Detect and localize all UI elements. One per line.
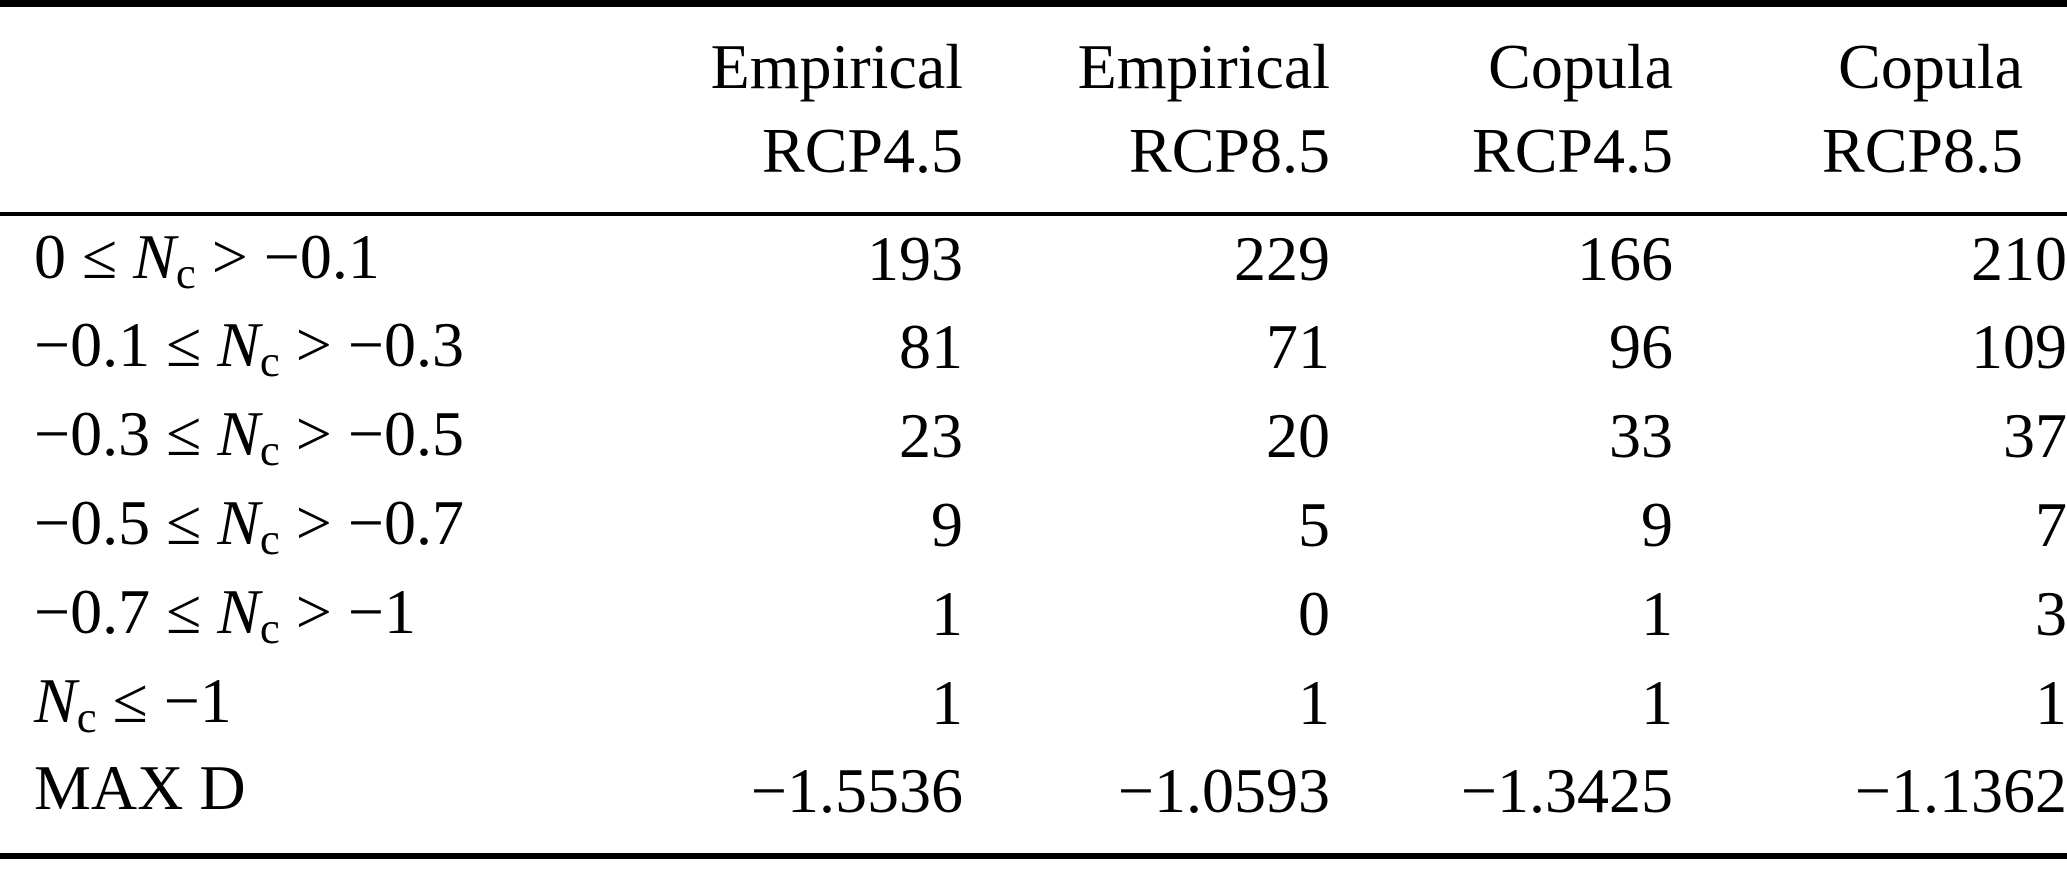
table-row: 0 ≤ Nc > −0.1 193 229 166 210 bbox=[0, 214, 2067, 303]
col-header-line1: Copula bbox=[1838, 31, 2023, 103]
cell-value: 9 bbox=[1641, 489, 1673, 560]
cell-value: 37 bbox=[2003, 400, 2067, 471]
row-label-sub: c bbox=[175, 247, 196, 298]
cell-value: 23 bbox=[899, 400, 963, 471]
table-header: Empirical RCP4.5 Empirical RCP8.5 Copula… bbox=[0, 3, 2067, 216]
col-header-line2: RCP8.5 bbox=[1822, 115, 2023, 187]
col-header-line2: RCP8.5 bbox=[1129, 115, 1330, 187]
table-row-max-d: MAX D −1.5536 −1.0593 −1.3425 −1.1362 bbox=[0, 748, 2067, 856]
row-label-sub: c bbox=[76, 691, 97, 742]
row-label-var: N bbox=[217, 308, 260, 380]
cell-value: 5 bbox=[1298, 489, 1330, 560]
cell-value: 1 bbox=[1641, 667, 1673, 738]
row-label-pre: −0.7 ≤ bbox=[34, 575, 218, 647]
cell-value: 20 bbox=[1266, 400, 1330, 471]
cell-value: 96 bbox=[1609, 311, 1673, 382]
row-label-post: > −0.5 bbox=[279, 397, 464, 469]
row-label: Nc ≤ −1 bbox=[0, 659, 620, 748]
row-label-post: > −0.3 bbox=[279, 308, 464, 380]
cell-value: −1.0593 bbox=[1117, 754, 1330, 826]
table-row: −0.7 ≤ Nc > −1 1 0 1 3 bbox=[0, 570, 2067, 659]
cell-value: −1.3425 bbox=[1460, 754, 1673, 826]
row-label-sub: c bbox=[259, 513, 280, 564]
row-label: 0 ≤ Nc > −0.1 bbox=[0, 214, 620, 303]
col-header-empirical-rcp85: Empirical RCP8.5 bbox=[963, 3, 1330, 216]
col-header-line1: Empirical bbox=[710, 31, 963, 103]
row-label-post: ≤ −1 bbox=[96, 664, 232, 736]
cell-value: 81 bbox=[899, 311, 963, 382]
row-label-sub: c bbox=[259, 424, 280, 475]
cell-value: 109 bbox=[1971, 311, 2067, 382]
row-label-pre: −0.3 ≤ bbox=[34, 397, 218, 469]
row-label-sub: c bbox=[259, 335, 280, 386]
row-label-sub: c bbox=[259, 602, 280, 653]
col-header-copula-rcp45: Copula RCP4.5 bbox=[1330, 3, 1673, 216]
row-label-post: > −1 bbox=[279, 575, 416, 647]
cell-value: 1 bbox=[931, 667, 963, 738]
col-header-line2: RCP4.5 bbox=[762, 115, 963, 187]
row-label-pre: MAX D bbox=[34, 752, 246, 824]
table-body: 0 ≤ Nc > −0.1 193 229 166 210 −0.1 ≤ Nc … bbox=[0, 214, 2067, 856]
cell-value: 210 bbox=[1971, 223, 2067, 294]
row-label: −0.3 ≤ Nc > −0.5 bbox=[0, 392, 620, 481]
table-row: −0.3 ≤ Nc > −0.5 23 20 33 37 bbox=[0, 392, 2067, 481]
col-header-empirical-rcp45: Empirical RCP4.5 bbox=[620, 3, 963, 216]
row-label-var: N bbox=[217, 397, 260, 469]
table-row: −0.1 ≤ Nc > −0.3 81 71 96 109 bbox=[0, 303, 2067, 392]
row-label: MAX D bbox=[0, 748, 620, 856]
col-header-line2: RCP4.5 bbox=[1472, 115, 1673, 187]
cell-value: 1 bbox=[931, 578, 963, 649]
cell-value: 3 bbox=[2035, 578, 2067, 649]
corner-cell bbox=[0, 3, 620, 216]
header-row: Empirical RCP4.5 Empirical RCP8.5 Copula… bbox=[0, 3, 2067, 216]
table-row: −0.5 ≤ Nc > −0.7 9 5 9 7 bbox=[0, 481, 2067, 570]
cell-value: 166 bbox=[1577, 223, 1673, 294]
row-label-post: > −0.7 bbox=[279, 486, 464, 558]
cell-value: 193 bbox=[867, 223, 963, 294]
row-label-pre: 0 ≤ bbox=[34, 220, 134, 292]
table-row: Nc ≤ −1 1 1 1 1 bbox=[0, 659, 2067, 748]
row-label: −0.7 ≤ Nc > −1 bbox=[0, 570, 620, 659]
cell-value: 1 bbox=[2035, 667, 2067, 738]
cell-value: 0 bbox=[1298, 578, 1330, 649]
cell-value: 1 bbox=[1298, 667, 1330, 738]
cell-value: −1.1362 bbox=[1854, 754, 2067, 826]
row-label: −0.5 ≤ Nc > −0.7 bbox=[0, 481, 620, 570]
row-label: −0.1 ≤ Nc > −0.3 bbox=[0, 303, 620, 392]
cell-value: −1.5536 bbox=[750, 754, 963, 826]
row-label-var: N bbox=[133, 220, 176, 292]
row-label-var: N bbox=[34, 664, 77, 736]
cell-value: 7 bbox=[2035, 489, 2067, 560]
row-label-pre: −0.1 ≤ bbox=[34, 308, 218, 380]
col-header-copula-rcp85: Copula RCP8.5 bbox=[1673, 3, 2067, 216]
cell-value: 33 bbox=[1609, 400, 1673, 471]
cell-value: 9 bbox=[931, 489, 963, 560]
cell-value: 1 bbox=[1641, 578, 1673, 649]
row-label-post: > −0.1 bbox=[195, 220, 380, 292]
row-label-pre: −0.5 ≤ bbox=[34, 486, 218, 558]
row-label-var: N bbox=[217, 575, 260, 647]
col-header-line1: Copula bbox=[1488, 31, 1673, 103]
cell-value: 229 bbox=[1234, 223, 1330, 294]
col-header-line1: Empirical bbox=[1077, 31, 1330, 103]
cell-value: 71 bbox=[1266, 311, 1330, 382]
row-label-var: N bbox=[217, 486, 260, 558]
